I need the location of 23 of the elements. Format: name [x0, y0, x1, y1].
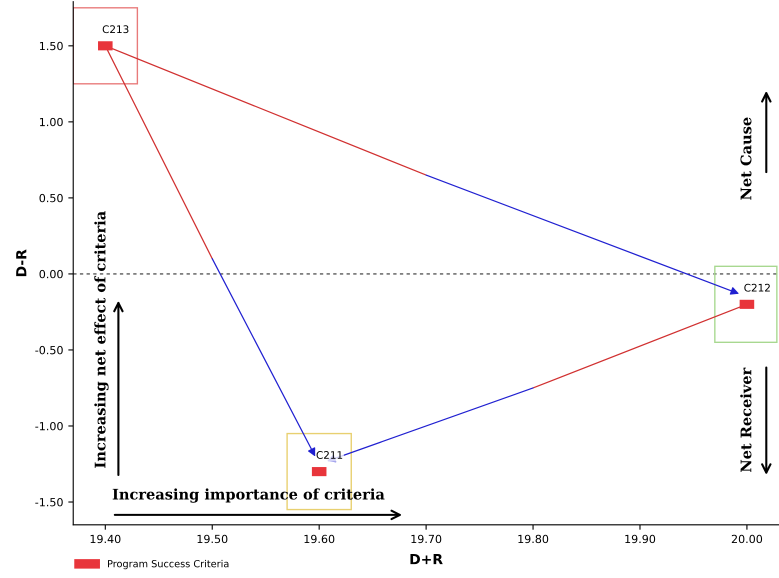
annotation: C213: [102, 25, 128, 34]
x-tick-label: 20.00: [732, 534, 762, 544]
x-tick-label: 19.50: [198, 534, 228, 544]
x-tick-label: 19.80: [518, 534, 548, 544]
x-axis-title: D+R: [410, 554, 443, 564]
annotation: C211: [316, 451, 342, 459]
x-tick-label: 19.70: [411, 534, 442, 544]
y-tick-label: 0.00: [39, 270, 63, 278]
annotation: C212: [744, 284, 770, 292]
annotation: Increasing net effect of criteria: [94, 211, 109, 468]
y-tick-label: 1.50: [40, 42, 63, 50]
y-axis-title: D-R: [16, 249, 26, 276]
y-tick-label: -1.00: [35, 422, 63, 430]
y-tick-label: -1.50: [35, 498, 63, 506]
x-tick-label: 19.90: [625, 534, 656, 544]
annotation: Net Cause: [740, 118, 752, 200]
legend-label: Program Success Criteria: [108, 560, 228, 570]
y-tick-label: 0.50: [39, 194, 63, 202]
x-tick-label: 19.60: [304, 534, 334, 544]
annotation: Net Receiver: [740, 368, 752, 472]
x-tick-label: 19.40: [90, 534, 120, 544]
y-tick-label: -0.50: [35, 346, 63, 354]
y-tick-label: 1.00: [40, 118, 63, 126]
